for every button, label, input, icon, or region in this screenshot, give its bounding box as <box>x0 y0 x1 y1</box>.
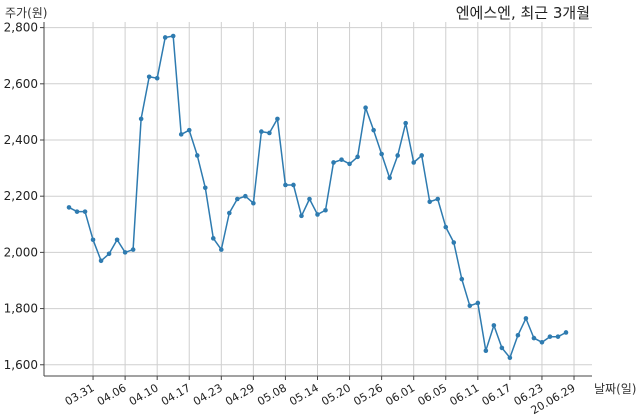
price-point <box>451 240 457 245</box>
price-point <box>114 237 120 243</box>
price-point <box>307 196 312 202</box>
price-point <box>563 330 569 335</box>
price-point <box>251 200 256 206</box>
price-point <box>395 153 400 158</box>
price-point <box>427 199 433 205</box>
price-point <box>138 116 144 122</box>
x-tick-label: 05.14 <box>287 381 321 408</box>
price-point <box>523 316 529 321</box>
price-point <box>154 75 160 81</box>
price-point <box>194 153 200 158</box>
price-point <box>178 132 184 137</box>
price-point <box>475 300 481 306</box>
price-point <box>299 213 304 219</box>
price-point <box>347 161 352 167</box>
y-tick-label: 2,000 <box>4 245 38 259</box>
price-point <box>122 250 128 255</box>
price-point <box>331 160 336 165</box>
price-point <box>186 127 192 133</box>
price-point <box>90 237 96 243</box>
x-axis-ticks: 03.3104.0604.1004.1704.2304.2905.0805.14… <box>63 376 578 417</box>
price-point <box>499 345 505 351</box>
price-point <box>170 33 176 39</box>
x-tick-label: 06.11 <box>448 381 482 408</box>
price-point <box>130 247 136 252</box>
price-point <box>66 205 72 210</box>
x-tick-label: 06.17 <box>480 381 514 408</box>
price-point <box>98 258 104 264</box>
price-point <box>459 276 465 282</box>
price-point <box>82 209 88 214</box>
price-point <box>267 130 272 136</box>
price-point <box>74 209 80 214</box>
price-point <box>259 129 264 134</box>
price-point <box>443 224 449 230</box>
x-tick-label: 04.10 <box>127 381 161 408</box>
price-point <box>411 160 416 165</box>
x-tick-label: 04.06 <box>95 381 129 408</box>
price-point <box>315 212 320 217</box>
price-point <box>283 182 288 188</box>
x-tick-label: 06.01 <box>383 381 417 408</box>
price-point <box>363 105 368 110</box>
x-tick-label: 03.31 <box>63 381 97 408</box>
price-point <box>507 355 513 361</box>
x-tick-label: 05.26 <box>351 381 385 408</box>
x-tick-label: 04.23 <box>191 381 225 408</box>
price-point <box>387 175 392 181</box>
price-point <box>339 157 344 162</box>
price-point <box>555 334 561 339</box>
y-axis-label: 주가(원) <box>5 6 47 20</box>
price-point <box>379 151 384 157</box>
y-tick-label: 1,800 <box>4 302 38 316</box>
price-point <box>219 247 224 252</box>
price-point <box>355 154 360 160</box>
price-point <box>435 196 441 202</box>
x-tick-label: 05.08 <box>255 381 289 408</box>
price-point <box>539 339 545 345</box>
y-tick-label: 2,200 <box>4 189 38 203</box>
price-point <box>403 120 408 126</box>
price-point <box>227 210 232 216</box>
price-point <box>547 334 553 339</box>
y-tick-label: 2,400 <box>4 133 38 147</box>
x-axis-label: 날짜(일) <box>594 382 636 396</box>
price-point <box>106 251 112 257</box>
price-series <box>66 33 569 361</box>
price-point <box>275 116 280 122</box>
price-point <box>515 332 521 338</box>
chart-title: 엔에스엔, 최근 3개월 <box>456 4 590 22</box>
price-point <box>162 35 168 40</box>
price-point <box>419 153 425 158</box>
price-point <box>467 303 473 309</box>
x-tick-label: 05.20 <box>319 381 353 408</box>
price-point <box>202 185 208 191</box>
x-tick-label: 04.17 <box>159 381 193 408</box>
price-point <box>146 74 152 80</box>
y-axis-ticks: 1,600 1,800 2,000 2,200 2,400 2,600 2,800 <box>4 21 44 372</box>
price-point <box>291 182 296 188</box>
y-tick-label: 2,600 <box>4 77 38 91</box>
price-point <box>323 207 328 213</box>
price-point <box>235 196 240 202</box>
price-point <box>371 127 376 133</box>
price-point <box>210 236 216 241</box>
y-tick-label: 2,800 <box>4 21 38 35</box>
grid-lines <box>44 22 592 376</box>
x-tick-label: 06.05 <box>415 381 449 408</box>
y-tick-label: 1,600 <box>4 358 38 372</box>
price-point <box>531 335 537 341</box>
x-tick-label: 04.29 <box>223 381 257 408</box>
price-point <box>243 193 248 199</box>
price-point <box>491 323 497 328</box>
price-point <box>483 348 489 354</box>
